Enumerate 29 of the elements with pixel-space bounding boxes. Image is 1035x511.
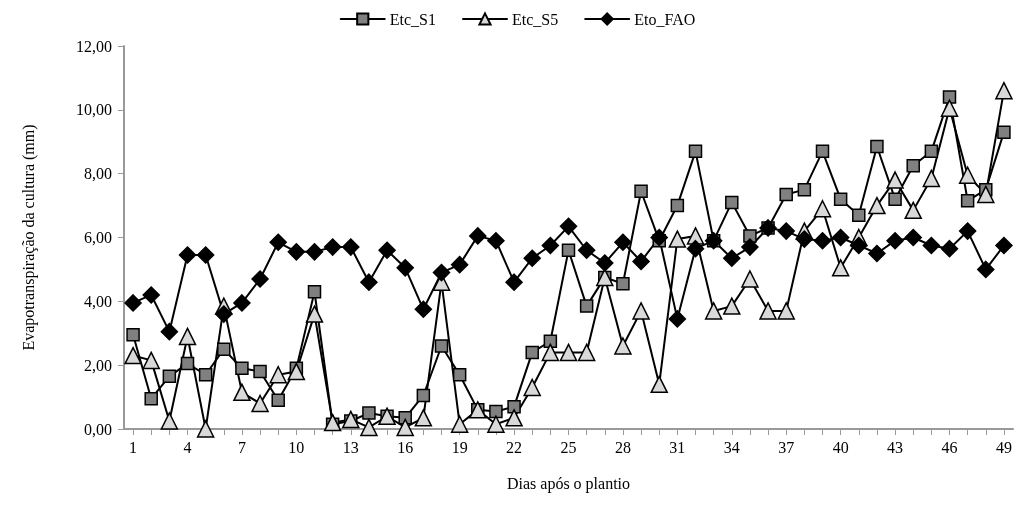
- y-axis-title: Evapotranspiração da cultura (mm): [19, 124, 38, 351]
- y-tick-label: 8,00: [84, 165, 112, 183]
- x-tick-label: 37: [778, 438, 795, 456]
- x-tick-label: 31: [669, 438, 686, 456]
- x-tick-label: 34: [723, 438, 740, 456]
- y-tick-label: 4,00: [84, 292, 112, 310]
- x-tick-label: 16: [397, 438, 414, 456]
- y-tick-label: 10,00: [76, 101, 112, 119]
- legend-label: Etc_S5: [511, 10, 559, 28]
- x-tick-label: 1: [129, 438, 138, 456]
- x-tick-label: 49: [995, 438, 1012, 456]
- x-tick-label: 13: [342, 438, 359, 456]
- x-tick-label: 28: [614, 438, 631, 456]
- x-tick-label: 46: [941, 438, 958, 456]
- x-tick-label: 40: [832, 438, 849, 456]
- x-tick-label: 22: [506, 438, 523, 456]
- x-axis-title: Dias após o plantio: [506, 474, 631, 493]
- y-tick-label: 12,00: [76, 37, 112, 55]
- x-tick-label: 43: [887, 438, 904, 456]
- x-tick-label: 19: [451, 438, 468, 456]
- y-tick-label: 0,00: [84, 420, 112, 438]
- legend-label: Etc_S1: [389, 10, 436, 28]
- x-tick-label: 10: [288, 438, 305, 456]
- x-tick-label: 4: [183, 438, 192, 456]
- y-tick-label: 2,00: [84, 356, 112, 374]
- x-tick-label: 25: [560, 438, 577, 456]
- y-tick-label: 6,00: [84, 229, 112, 246]
- legend-label: Eto_FAO: [634, 10, 696, 28]
- x-tick-label: 7: [237, 438, 246, 456]
